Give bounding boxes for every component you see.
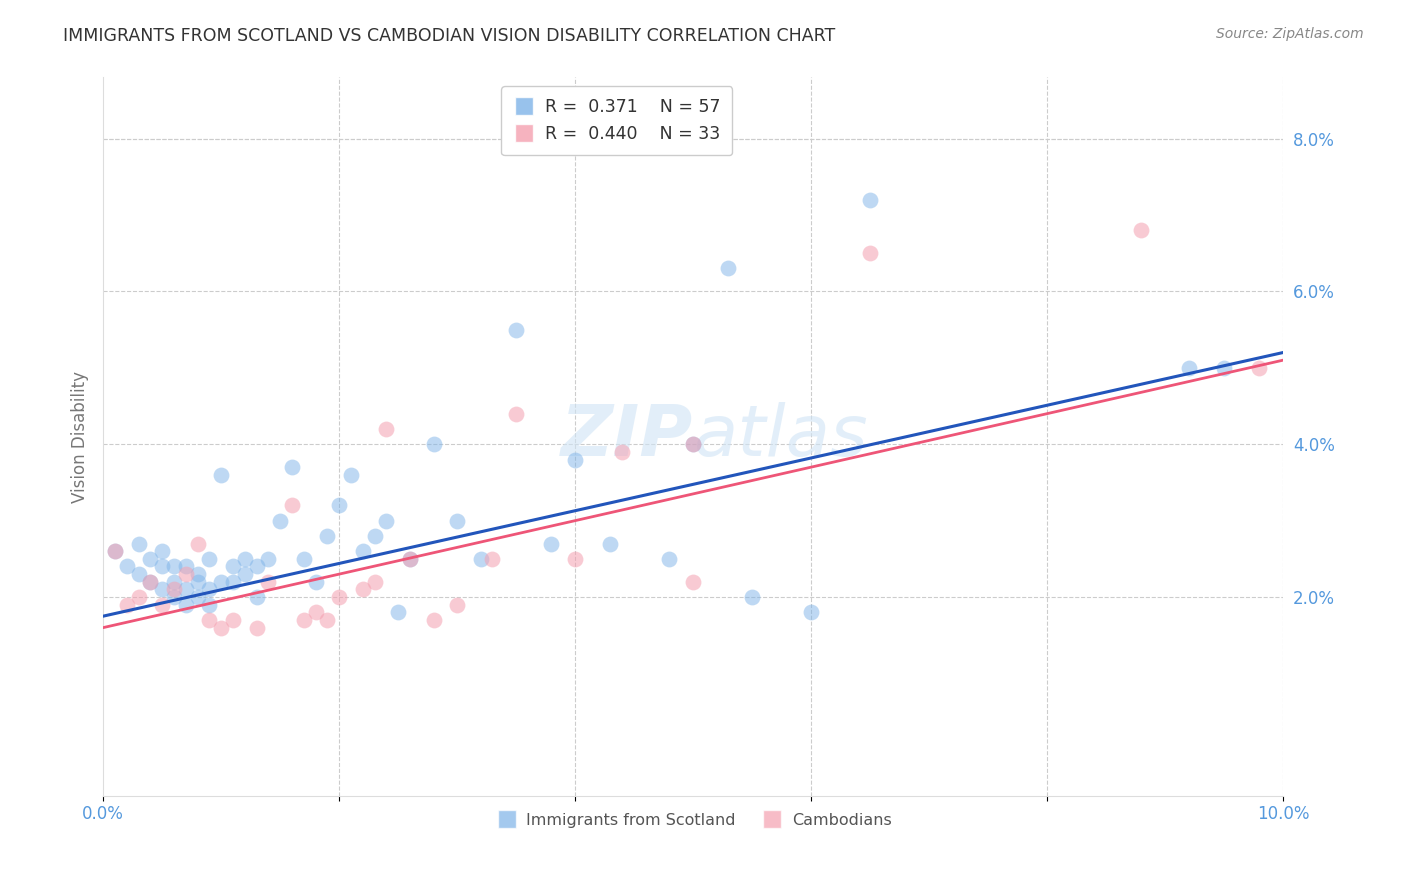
Point — [150, 559, 173, 574]
Point — [446, 598, 468, 612]
Point — [292, 552, 315, 566]
Point — [209, 574, 232, 589]
Point — [352, 582, 374, 597]
Point — [222, 559, 245, 574]
Point — [800, 605, 823, 619]
Point — [128, 536, 150, 550]
Point — [859, 193, 882, 207]
Point — [150, 582, 173, 597]
Point — [399, 552, 422, 566]
Point — [198, 613, 221, 627]
Point — [128, 567, 150, 582]
Point — [352, 544, 374, 558]
Point — [222, 574, 245, 589]
Point — [245, 621, 267, 635]
Point — [209, 621, 232, 635]
Point — [316, 529, 339, 543]
Point — [198, 552, 221, 566]
Point — [363, 574, 385, 589]
Point — [139, 574, 162, 589]
Point — [269, 514, 291, 528]
Point — [233, 552, 256, 566]
Point — [257, 574, 280, 589]
Point — [505, 407, 527, 421]
Point — [174, 598, 197, 612]
Point — [115, 559, 138, 574]
Point — [658, 552, 681, 566]
Point — [387, 605, 409, 619]
Point — [422, 437, 444, 451]
Point — [375, 422, 398, 436]
Point — [150, 544, 173, 558]
Point — [399, 552, 422, 566]
Point — [422, 613, 444, 627]
Point — [340, 467, 363, 482]
Point — [682, 437, 704, 451]
Point — [1249, 360, 1271, 375]
Point — [682, 574, 704, 589]
Point — [281, 460, 304, 475]
Legend: Immigrants from Scotland, Cambodians: Immigrants from Scotland, Cambodians — [488, 806, 898, 834]
Point — [363, 529, 385, 543]
Point — [186, 574, 208, 589]
Point — [245, 559, 267, 574]
Point — [257, 552, 280, 566]
Point — [104, 544, 127, 558]
Text: IMMIGRANTS FROM SCOTLAND VS CAMBODIAN VISION DISABILITY CORRELATION CHART: IMMIGRANTS FROM SCOTLAND VS CAMBODIAN VI… — [63, 27, 835, 45]
Point — [163, 559, 186, 574]
Point — [564, 452, 586, 467]
Point — [198, 582, 221, 597]
Point — [186, 590, 208, 604]
Point — [375, 514, 398, 528]
Point — [104, 544, 127, 558]
Text: Source: ZipAtlas.com: Source: ZipAtlas.com — [1216, 27, 1364, 41]
Point — [150, 598, 173, 612]
Point — [328, 590, 350, 604]
Point — [316, 613, 339, 627]
Text: ZIP: ZIP — [561, 402, 693, 471]
Point — [682, 437, 704, 451]
Point — [281, 499, 304, 513]
Point — [163, 590, 186, 604]
Point — [304, 605, 326, 619]
Point — [186, 567, 208, 582]
Point — [198, 598, 221, 612]
Point — [174, 567, 197, 582]
Point — [163, 582, 186, 597]
Point — [292, 613, 315, 627]
Point — [481, 552, 503, 566]
Point — [115, 598, 138, 612]
Point — [174, 582, 197, 597]
Point — [209, 467, 232, 482]
Point — [245, 590, 267, 604]
Point — [304, 574, 326, 589]
Point — [599, 536, 621, 550]
Text: atlas: atlas — [693, 402, 868, 471]
Point — [328, 499, 350, 513]
Point — [470, 552, 492, 566]
Point — [505, 323, 527, 337]
Point — [612, 445, 634, 459]
Point — [163, 574, 186, 589]
Y-axis label: Vision Disability: Vision Disability — [72, 370, 89, 502]
Point — [859, 246, 882, 260]
Point — [233, 567, 256, 582]
Point — [186, 536, 208, 550]
Point — [1213, 360, 1236, 375]
Point — [1130, 223, 1153, 237]
Point — [139, 574, 162, 589]
Point — [139, 552, 162, 566]
Point — [717, 261, 740, 276]
Point — [741, 590, 763, 604]
Point — [564, 552, 586, 566]
Point — [540, 536, 562, 550]
Point — [1177, 360, 1199, 375]
Point — [446, 514, 468, 528]
Point — [222, 613, 245, 627]
Point — [128, 590, 150, 604]
Point — [174, 559, 197, 574]
